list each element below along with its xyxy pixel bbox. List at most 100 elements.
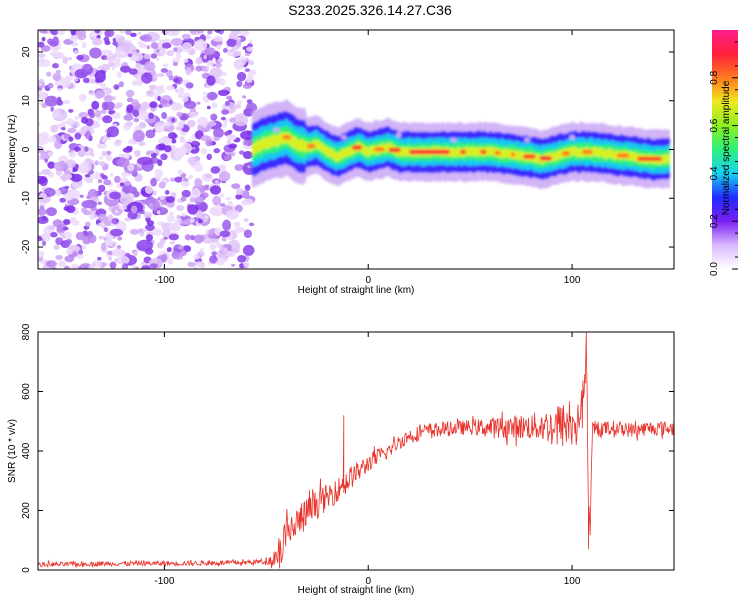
- noise-speckle: [100, 109, 107, 114]
- noise-speckle: [204, 173, 212, 179]
- noise-speckle: [132, 109, 140, 118]
- spectrogram-ytick-label: -10: [21, 191, 32, 206]
- ridge-hotspot: [307, 143, 316, 149]
- noise-speckle: [227, 201, 233, 207]
- noise-speckle: [151, 190, 158, 196]
- noise-speckle: [220, 116, 226, 121]
- noise-speckle: [118, 205, 128, 210]
- noise-speckle: [214, 62, 222, 68]
- noise-speckle: [123, 114, 134, 121]
- noise-speckle: [206, 153, 212, 160]
- noise-speckle: [197, 250, 205, 257]
- noise-speckle: [81, 116, 89, 124]
- colorbar-tick-label: 0.6: [709, 118, 720, 132]
- spectrogram-xtick-label: 0: [365, 275, 371, 286]
- ridge-hotspot: [510, 152, 515, 157]
- ridge-hotspot: [616, 153, 630, 158]
- spectral-ridge: [252, 98, 670, 190]
- noise-speckle: [92, 259, 103, 268]
- noise-speckle: [78, 111, 89, 119]
- spectrogram-xlabel: Height of straight line (km): [298, 285, 415, 296]
- noise-speckle: [147, 150, 155, 155]
- noise-speckle: [165, 196, 175, 203]
- noise-speckle: [206, 105, 211, 110]
- noise-speckle: [38, 42, 45, 48]
- noise-speckle: [168, 211, 174, 216]
- snr-ytick-label: 400: [21, 442, 32, 459]
- noise-speckle: [181, 212, 187, 217]
- noise-speckle: [107, 214, 114, 222]
- noise-speckle: [157, 159, 163, 167]
- noise-speckle: [166, 214, 175, 223]
- noise-speckle: [57, 88, 63, 92]
- noise-speckle: [219, 247, 229, 254]
- noise-speckle: [63, 206, 71, 212]
- noise-speckle: [73, 50, 80, 55]
- noise-speckle: [217, 89, 230, 97]
- noise-speckle: [144, 61, 156, 72]
- noise-speckle: [83, 175, 94, 183]
- noise-speckle: [58, 260, 66, 268]
- noise-speckle: [232, 247, 240, 254]
- noise-speckle: [196, 210, 203, 218]
- noise-speckle: [219, 193, 225, 198]
- ridge-hotspot: [480, 149, 487, 155]
- noise-speckle: [213, 136, 220, 141]
- noise-speckle: [82, 161, 89, 168]
- noise-speckle: [104, 30, 115, 38]
- noise-speckle: [157, 137, 172, 145]
- noise-speckle: [92, 174, 96, 179]
- noise-speckle: [41, 36, 46, 42]
- noise-speckle: [113, 84, 120, 90]
- noise-speckle: [109, 261, 117, 269]
- noise-speckle: [189, 218, 195, 223]
- noise-speckle: [242, 83, 252, 89]
- noise-speckle: [214, 30, 221, 33]
- noise-speckle: [243, 261, 250, 268]
- noise-speckle: [57, 30, 66, 36]
- snr-ytick-label: 600: [21, 383, 32, 400]
- noise-speckle: [89, 112, 95, 119]
- spectrogram-ytick-label: 0: [21, 146, 32, 152]
- noise-speckle: [155, 57, 160, 61]
- noise-speckle: [110, 228, 123, 237]
- noise-speckle: [47, 38, 54, 45]
- noise-speckle: [44, 158, 48, 163]
- noise-speckle: [61, 121, 68, 125]
- noise-speckle: [71, 34, 79, 41]
- noise-speckle: [156, 49, 160, 53]
- noise-speckle: [132, 130, 145, 142]
- noise-speckle: [231, 263, 236, 267]
- noise-speckle: [98, 235, 105, 240]
- noise-speckle: [187, 175, 194, 180]
- noise-speckle: [81, 207, 88, 214]
- noise-speckle: [158, 143, 166, 151]
- snr-line: [38, 332, 674, 569]
- noise-speckle: [143, 211, 153, 218]
- noise-speckle: [236, 100, 243, 105]
- noise-speckle: [44, 95, 58, 107]
- noise-speckle: [88, 90, 94, 94]
- noise-speckle: [49, 30, 60, 36]
- noise-speckle: [78, 250, 84, 255]
- noise-speckle: [157, 96, 162, 101]
- noise-speckle: [90, 153, 95, 157]
- noise-speckle: [160, 153, 168, 161]
- noise-speckle: [68, 151, 77, 158]
- noise-speckle: [198, 38, 204, 43]
- spectrogram-xtick-label: 100: [564, 275, 581, 286]
- noise-speckle: [145, 224, 155, 232]
- noise-speckle: [213, 148, 221, 154]
- noise-speckle: [65, 159, 76, 169]
- noise-speckle: [97, 256, 102, 261]
- noise-speckle: [140, 101, 150, 110]
- snr-axes: -100 0 100 0 200 400 600 800: [21, 323, 674, 587]
- noise-speckle: [170, 38, 184, 46]
- noise-speckle: [209, 255, 218, 264]
- noise-speckle: [116, 71, 122, 78]
- spectrogram-ytick-label: -20: [21, 239, 32, 254]
- noise-speckle: [212, 195, 222, 206]
- noise-speckle: [97, 201, 102, 205]
